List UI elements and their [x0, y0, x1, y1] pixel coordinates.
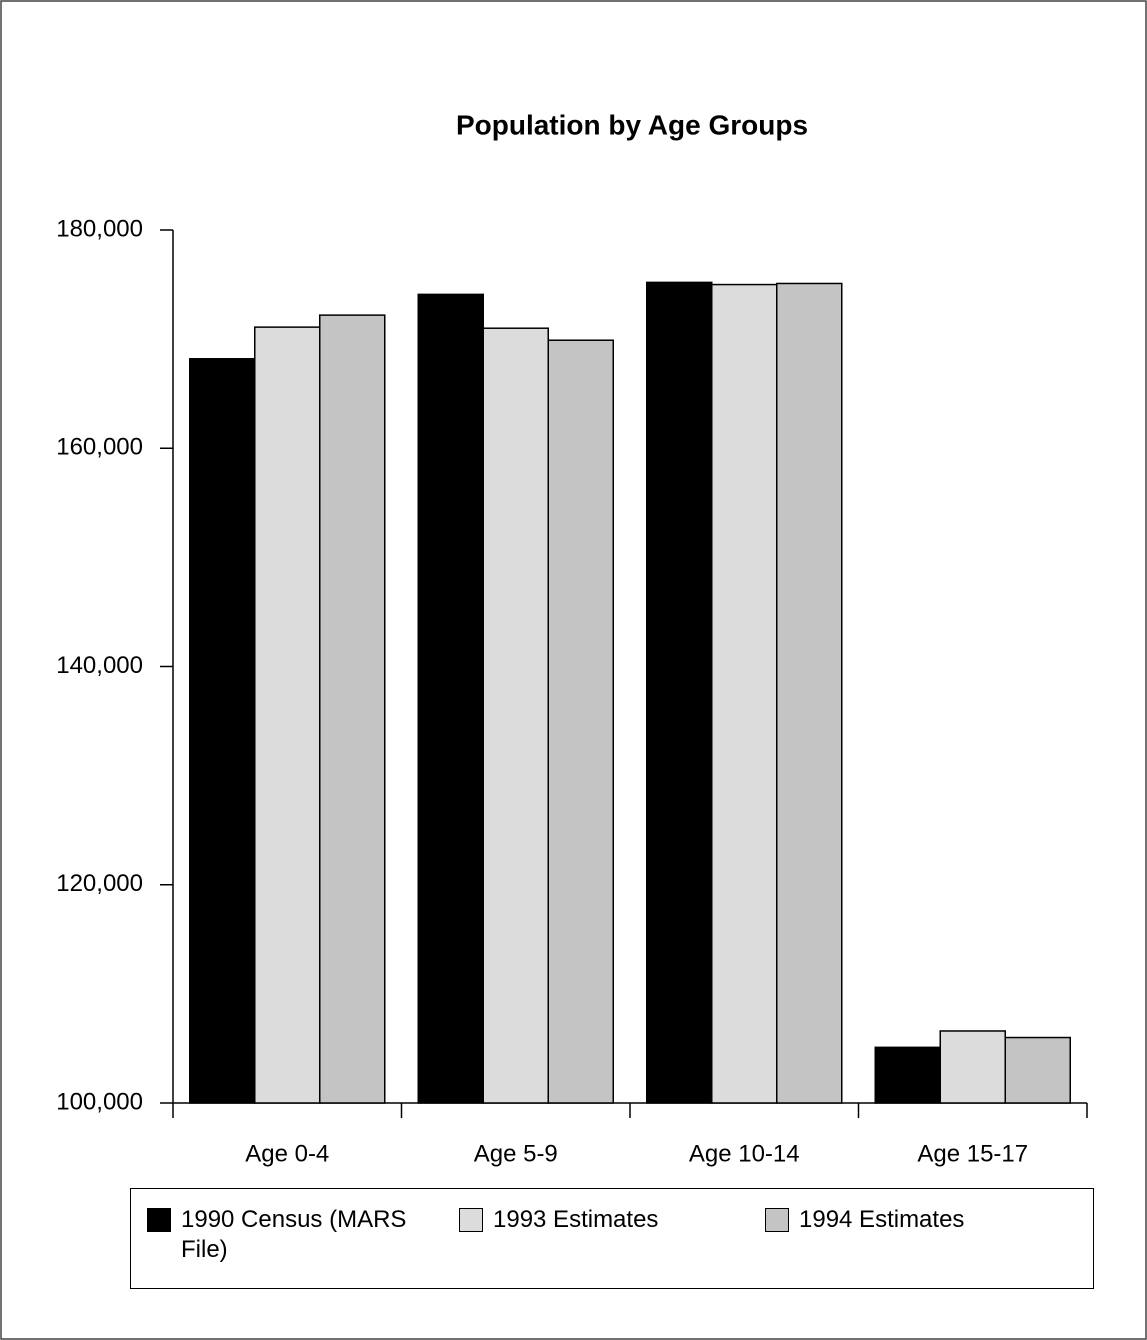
- bar: [319, 314, 386, 1104]
- bar: [547, 339, 614, 1104]
- bar: [776, 282, 843, 1104]
- legend: 1990 Census (MARS File) 1993 Estimates 199…: [130, 1188, 1094, 1289]
- legend-swatch: [765, 1208, 789, 1232]
- bar: [939, 1030, 1006, 1104]
- chart-title: Population by Age Groups: [456, 109, 808, 140]
- y-tick-label: 160,000: [56, 434, 143, 461]
- x-tick-label: Age 0-4: [245, 1140, 329, 1167]
- legend-label: 1993 Estimates: [493, 1206, 659, 1233]
- y-tick-label: 100,000: [56, 1088, 143, 1115]
- bar: [646, 281, 713, 1104]
- legend-swatch: [147, 1208, 171, 1232]
- legend-swatch: [459, 1208, 483, 1232]
- legend-entry: 1993 Estimates: [459, 1205, 749, 1235]
- legend-label: 1994 Estimates: [799, 1206, 965, 1233]
- y-tick-label: 120,000: [56, 870, 143, 897]
- x-tick-label: Age 5-9: [474, 1140, 558, 1167]
- bar: [874, 1046, 941, 1104]
- legend-entry: 1990 Census (MARS File): [147, 1205, 447, 1265]
- bar: [482, 327, 549, 1104]
- bar: [1004, 1036, 1071, 1104]
- x-tick-label: Age 15-17: [917, 1140, 1028, 1167]
- legend-entry: 1994 Estimates: [765, 1205, 1065, 1235]
- bar: [254, 326, 321, 1104]
- bar: [189, 358, 256, 1104]
- legend-label: 1990 Census (MARS File): [181, 1206, 407, 1263]
- y-tick-label: 180,000: [56, 215, 143, 242]
- bar: [417, 293, 484, 1104]
- y-tick-label: 140,000: [56, 652, 143, 679]
- x-tick-label: Age 10-14: [689, 1140, 800, 1167]
- bar: [711, 283, 778, 1104]
